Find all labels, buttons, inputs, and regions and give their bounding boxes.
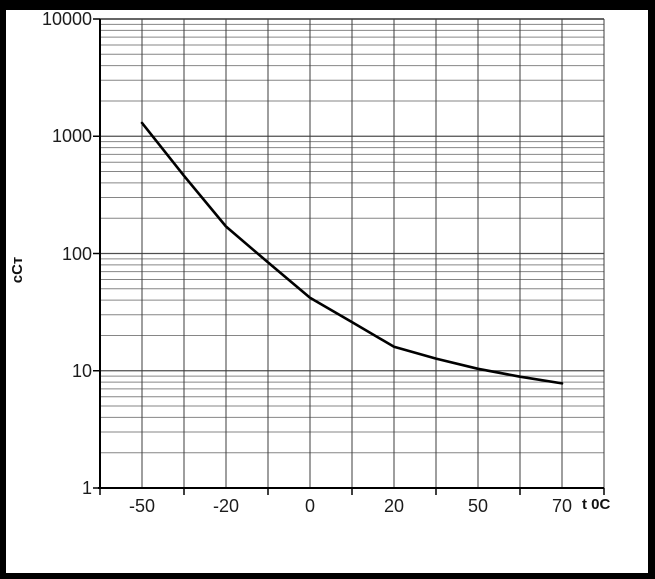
chart-background-panel (6, 10, 648, 573)
x-tick-label-neg50: -50 (128, 496, 155, 516)
y-tick-label-10: 10 (71, 361, 92, 381)
x-axis-title: t 0C (582, 496, 611, 513)
x-tick-label-20: 20 (383, 496, 405, 516)
x-tick-label-neg20: -20 (212, 496, 239, 516)
x-tick-label-0: 0 (304, 496, 315, 516)
y-tick-label-10000: 10000 (41, 9, 92, 29)
viscosity-curve (140, 121, 564, 385)
x-tick-label-50: 50 (467, 496, 489, 516)
y-tick-label-100: 100 (61, 244, 92, 264)
y-tick-label-1: 1 (81, 478, 92, 498)
y-tick-label-1000: 1000 (51, 126, 92, 146)
x-tick-label-70: 70 (551, 496, 573, 516)
y-axis-title: сСт (9, 256, 26, 284)
